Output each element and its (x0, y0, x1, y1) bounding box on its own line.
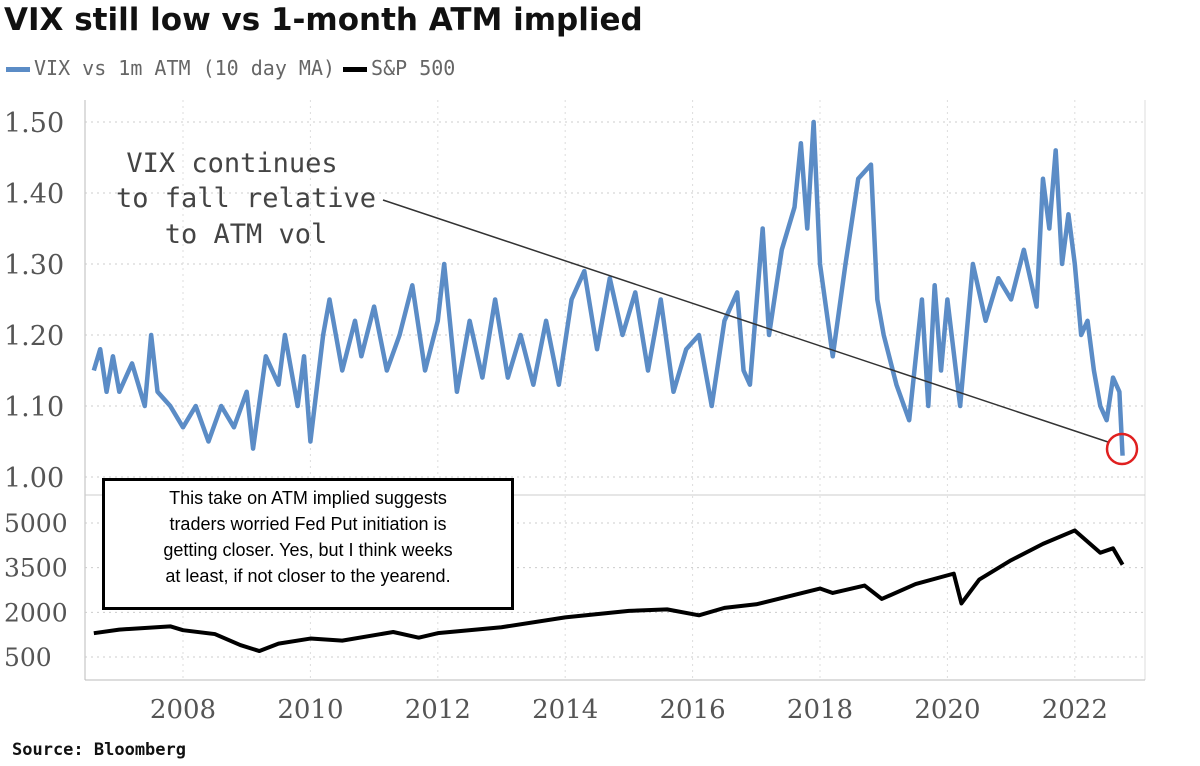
vix-series-line (91, 119, 1125, 456)
legend: VIX vs 1m ATM (10 day MA) S&P 500 (6, 56, 455, 80)
y-tick-label: 1.20 (4, 321, 64, 352)
y-tick-label: 3500 (4, 554, 68, 583)
x-tick-label: 2022 (1042, 695, 1108, 725)
spx-series-line (93, 528, 1125, 654)
legend-swatch-spx (343, 67, 368, 72)
legend-item-vix: VIX vs 1m ATM (10 day MA) (6, 56, 335, 80)
y-tick-label: 500 (4, 643, 52, 672)
annotation-box: This take on ATM implied suggests trader… (102, 478, 514, 610)
y-tick-label: 1.50 (4, 108, 64, 139)
x-tick-label: 2014 (532, 695, 598, 725)
y-tick-label: 5000 (4, 509, 68, 538)
legend-label-spx: S&P 500 (371, 56, 456, 80)
highlight-circle (1105, 432, 1139, 466)
x-tick-label: 2016 (660, 695, 726, 725)
x-tick-label: 2012 (405, 695, 471, 725)
y-tick-label: 1.00 (4, 463, 64, 494)
legend-item-spx: S&P 500 (343, 56, 455, 80)
legend-label-vix: VIX vs 1m ATM (10 day MA) (34, 56, 336, 80)
y-tick-label: 1.30 (4, 250, 64, 281)
note-line: This take on ATM implied suggests (169, 488, 447, 508)
x-tick-label: 2020 (914, 695, 980, 725)
x-tick-label: 2008 (150, 695, 216, 725)
legend-swatch-vix (6, 67, 30, 72)
source-label: Source: Bloomberg (12, 740, 186, 760)
note-line: getting closer. Yes, but I think weeks (163, 540, 453, 560)
y-tick-label: 1.40 (4, 179, 64, 210)
x-tick-label: 2010 (277, 695, 343, 725)
note-line: at least, if not closer to the yearend. (165, 566, 451, 586)
chart-title: VIX still low vs 1-month ATM implied (4, 2, 643, 38)
note-line: traders worried Fed Put initiation is (169, 514, 447, 534)
y-tick-label: 1.10 (4, 392, 64, 423)
annotation-text: to ATM vol (165, 219, 328, 250)
annotation-arrow (382, 199, 1109, 443)
y-tick-label: 2000 (4, 598, 68, 627)
x-tick-label: 2018 (787, 695, 853, 725)
annotation-text: VIX continues (126, 148, 337, 179)
annotation-text: to fall relative (116, 183, 376, 214)
